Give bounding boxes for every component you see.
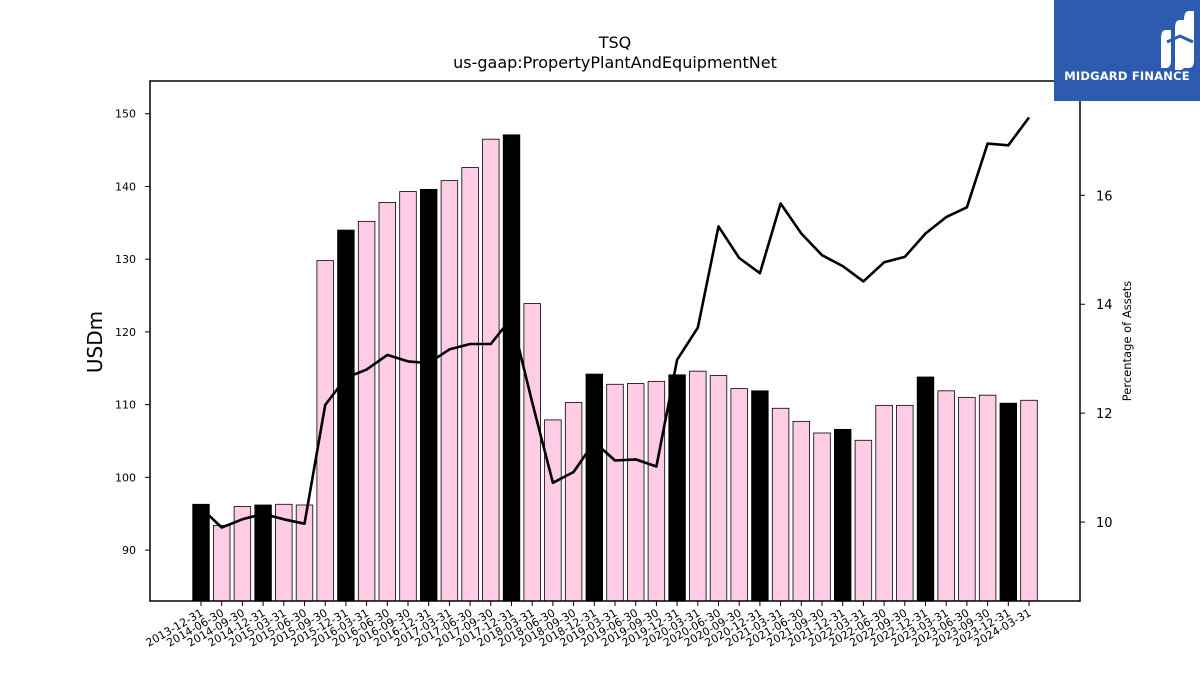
y-tick-label: 110 [115, 399, 136, 412]
y-tick-label: 90 [122, 544, 136, 557]
y2-tick-label: 12 [1096, 407, 1113, 422]
y-tick-label: 140 [115, 180, 136, 193]
bar-2017-12-31 [502, 134, 521, 602]
bar-2023-12-31 [999, 402, 1018, 602]
bar-2019-09-30 [647, 380, 666, 602]
logo-text: MIDGARD FINANCE [1064, 69, 1190, 83]
bar-2019-03-31 [606, 383, 624, 602]
bar-2019-06-30 [627, 383, 645, 602]
y2-tick-label: 10 [1096, 516, 1113, 531]
midgard-finance-logo: MIDGARD FINANCE [1054, 0, 1200, 101]
percentage-of-assets-line [200, 116, 1031, 529]
bar-2021-06-30 [792, 420, 811, 602]
y-axis-label: USDm [83, 311, 107, 373]
bar-2018-03-31 [523, 303, 541, 602]
bar-2020-12-31 [751, 390, 769, 602]
right-axis: 10 12 14 16 [1080, 189, 1113, 531]
bar-2014-12-31 [254, 504, 272, 602]
bar-2022-06-30 [875, 404, 893, 602]
bar-2021-12-31 [834, 428, 852, 602]
bar-2024-03-31 [1020, 399, 1038, 602]
bar-2013-12-31 [192, 503, 210, 602]
bar-series [192, 134, 1038, 602]
bar-2014-06-30 [212, 524, 231, 602]
chart-title: TSQ [598, 33, 632, 52]
y2-axis-label: Percentage of Assets [1120, 281, 1134, 402]
bar-2017-03-31 [440, 180, 459, 602]
bar-2018-09-30 [564, 402, 583, 602]
bar-2023-06-30 [958, 396, 976, 602]
x-axis: 2013-12-312014-06-302014-09-302014-12-31… [144, 601, 1034, 650]
bar-2015-12-31 [337, 229, 355, 602]
bar-2023-09-30 [978, 394, 997, 602]
bar-2019-12-31 [668, 374, 686, 602]
bar-2023-03-31 [937, 390, 955, 602]
bar-2017-09-30 [482, 138, 500, 602]
y-tick-label: 120 [115, 326, 136, 339]
line-series [200, 116, 1031, 529]
chart-subtitle: us-gaap:PropertyPlantAndEquipmentNet [453, 53, 777, 72]
bar-2020-06-30 [709, 375, 728, 602]
bar-2021-03-31 [771, 407, 790, 602]
bar-2020-09-30 [730, 388, 748, 602]
y-tick-label: 130 [115, 253, 136, 266]
bar-2022-09-30 [896, 404, 914, 602]
bar-2017-06-30 [461, 167, 479, 602]
bar-2016-03-31 [357, 220, 376, 602]
y-tick-label: 150 [115, 108, 136, 121]
bar-2021-09-30 [813, 432, 831, 602]
y2-tick-label: 16 [1096, 189, 1113, 204]
midgard-logo-icon [1161, 11, 1194, 70]
bar-2016-09-30 [399, 191, 417, 602]
bar-2016-12-31 [419, 188, 438, 602]
bar-2016-06-30 [378, 202, 397, 602]
bar-2022-12-31 [916, 376, 935, 602]
left-axis: 90 100 110 120 130 140 150 [115, 108, 150, 557]
y2-tick-label: 14 [1096, 298, 1113, 313]
bar-2018-12-31 [585, 373, 604, 602]
bar-2020-03-31 [689, 370, 707, 602]
bar-2022-03-31 [854, 439, 873, 602]
bar-2018-06-30 [544, 419, 562, 602]
y-tick-label: 100 [115, 471, 136, 484]
